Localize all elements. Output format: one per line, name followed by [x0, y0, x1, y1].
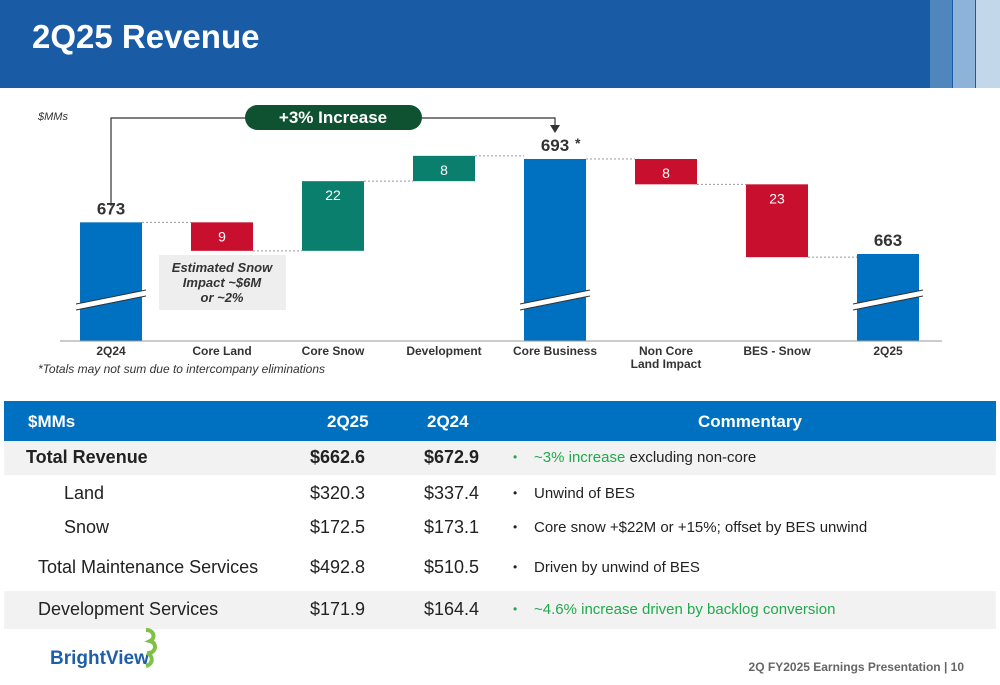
category-label: Core Land: [192, 344, 251, 358]
commentary-text: Core snow +$22M or +15%; offset by BES u…: [534, 519, 868, 536]
commentary-text: Driven by unwind of BES: [534, 559, 700, 576]
row-commentary: ~4.6% increase driven by backlog convers…: [534, 601, 835, 618]
table-row: Development Services $171.9 $164.4 • ~4.6% i…: [4, 591, 996, 629]
page-title: 2Q25 Revenue: [32, 18, 260, 55]
category-label: Non Core: [639, 344, 693, 358]
category-label: Core Business: [513, 344, 597, 358]
header-commentary: Commentary: [698, 412, 802, 431]
delta-label: 8: [662, 165, 670, 181]
row-label: Land: [64, 483, 105, 503]
commentary-highlight: ~4.6% increase driven by backlog convers…: [534, 601, 836, 618]
value-2q25: $492.8: [310, 557, 366, 577]
bullet-icon: •: [513, 520, 518, 534]
bar-core-snow: [302, 181, 364, 251]
commentary-highlight: ~3% increase: [534, 449, 626, 466]
row-label: Snow: [64, 517, 110, 537]
value-2q24: $510.5: [424, 557, 480, 577]
value-2q25: $171.9: [310, 599, 366, 619]
arrow-down-icon: [550, 125, 560, 133]
total-label: 663: [874, 231, 902, 250]
category-label: 2Q24: [96, 344, 126, 358]
table-row: Total Revenue $662.6 $672.9 • ~3% increase e…: [4, 441, 996, 475]
value-2q25: $172.5: [310, 517, 366, 537]
axis-break-line: [852, 289, 924, 305]
value-2q24: $337.4: [424, 483, 480, 503]
bullet-icon: •: [513, 450, 518, 464]
bar-core-land: [191, 222, 253, 251]
revenue-waterfall-chart: 673 9 22 8 693 8 23 663 * 2Q24 Core Land Core Snow D…: [60, 105, 942, 371]
row-label: Total Revenue: [26, 447, 148, 467]
bullet-icon: •: [513, 486, 518, 500]
bullet-icon: •: [513, 560, 518, 574]
bar-bes-snow: [746, 184, 808, 258]
commentary-text: excluding non-core: [625, 449, 757, 466]
category-label: Development: [406, 344, 481, 358]
brightview-logo: BrightView: [50, 628, 165, 675]
decor-stripe: [930, 0, 952, 88]
title-bar: 2Q25 Revenue: [0, 0, 1000, 88]
header-2q24: 2Q24: [427, 412, 469, 431]
brand-name: BrightView: [50, 648, 149, 669]
decor-stripe: [953, 0, 975, 88]
row-commentary: Unwind of BES: [534, 485, 635, 502]
total-label: 693: [541, 136, 569, 155]
category-label: Land Impact: [631, 357, 702, 371]
row-label: Development Services: [38, 599, 219, 619]
bullet-icon: •: [513, 602, 518, 616]
axis-break-mark: [75, 290, 147, 310]
value-2q25: $662.6: [310, 447, 366, 467]
brightview-logo-mark: BrightView: [50, 628, 157, 669]
table-row: Total Maintenance Services $492.8 $510.5 • D…: [4, 549, 996, 587]
page-footer: 2Q FY2025 Earnings Presentation | 10: [748, 660, 964, 674]
chart-footnote: *Totals may not sum due to intercompany …: [38, 362, 326, 376]
bar-core-business: [524, 159, 586, 341]
commentary-text: Unwind of BES: [534, 485, 635, 502]
axis-break-line: [852, 295, 924, 311]
axis-break-line: [75, 295, 147, 311]
snow-note-text: Impact ~$6M: [183, 275, 263, 290]
axis-break-line: [519, 295, 591, 311]
delta-label: 23: [769, 190, 785, 206]
header-mms: $MMs: [28, 412, 76, 431]
increase-callout-text: +3% Increase: [279, 108, 387, 127]
value-2q24: $173.1: [424, 517, 480, 537]
value-2q25: $320.3: [310, 483, 366, 503]
bar-non-core-land-impact: [635, 159, 697, 185]
total-label: 673: [97, 199, 125, 218]
units-label: $MMs: [38, 111, 68, 123]
increase-callout-pill: [245, 105, 422, 130]
category-label: BES - Snow: [743, 344, 811, 358]
axis-break-mark: [519, 290, 591, 310]
snow-note-text: Estimated Snow: [172, 260, 273, 275]
value-2q24: $672.9: [424, 447, 480, 467]
value-2q24: $164.4: [424, 599, 480, 619]
row-commentary: ~3% increase excluding non-core: [534, 449, 756, 466]
row-commentary: Driven by unwind of BES: [534, 559, 700, 576]
core-business-marker: *: [575, 135, 581, 151]
bar-2q24: [80, 222, 142, 341]
bar-development: [413, 155, 475, 182]
revenue-table: $MMs 2Q25 2Q24 Commentary Total Revenue $…: [4, 401, 996, 629]
delta-label: 22: [325, 187, 341, 203]
category-label: Core Snow: [302, 344, 365, 358]
table-row: Snow $172.5 $173.1 • Core snow +$22M or +15%…: [4, 513, 996, 543]
snow-note-text: or ~2%: [201, 290, 244, 305]
table-header: $MMs 2Q25 2Q24 Commentary: [4, 401, 996, 441]
snow-note-box: [159, 255, 286, 310]
decor-stripe: [976, 0, 1000, 88]
row-commentary: Core snow +$22M or +15%; offset by BES u…: [534, 519, 867, 536]
category-label: 2Q25: [873, 344, 903, 358]
table-row: Land $320.3 $337.4 • Unwind of BES: [4, 479, 996, 509]
axis-break-line: [519, 289, 591, 305]
delta-label: 8: [440, 162, 448, 178]
delta-label: 9: [218, 228, 226, 244]
axis-break-line: [75, 289, 147, 305]
header-2q25: 2Q25: [327, 412, 369, 431]
axis-break-mark: [852, 290, 924, 310]
row-label: Total Maintenance Services: [38, 557, 259, 577]
